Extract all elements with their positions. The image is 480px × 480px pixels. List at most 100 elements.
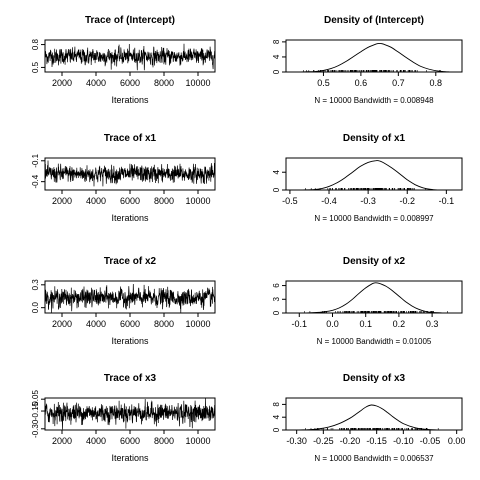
y-tick-label: 4 [272,54,281,59]
x-tick-label: 6000 [120,436,140,446]
y-tick-label: 8 [272,39,281,44]
trace-series-line [44,398,216,430]
trace-panel: Trace of (Intercept) 2000 4000 6000 8000 1000… [31,15,216,105]
x-tick-label: -0.20 [340,436,361,446]
y-tick-label: -0.30 [31,419,40,438]
density-caption: N = 10000 Bandwidth = 0.006537 [314,454,434,463]
x-tick-label: 0.6 [355,78,368,88]
x-tick-label: 10000 [185,78,210,88]
x-tick-label: 2000 [52,319,72,329]
x-tick-label: 0.8 [430,78,443,88]
density-panel: Density of x3 -0.30 -0.25 -0.20 -0.15 -0.10 -0… [272,373,465,463]
x-tick-label: 10000 [185,436,210,446]
x-tick-label: 6000 [120,196,140,206]
y-tick-label: 0 [272,427,281,432]
density-rug [303,70,441,72]
x-tick-label: 8000 [154,78,174,88]
x-tick-label: -0.10 [393,436,414,446]
y-tick-label: 8 [272,402,281,407]
x-tick-label: 8000 [154,319,174,329]
density-title: Density of (Intercept) [324,15,424,26]
density-plot-frame [285,157,463,191]
x-tick-label: 2000 [52,78,72,88]
trace-title: Trace of x2 [104,256,157,267]
density-curve [296,404,447,431]
density-curve [301,160,439,191]
x-tick-label: 0.00 [448,436,466,446]
density-rug [304,311,448,313]
y-tick-label: 0.8 [31,38,40,50]
x-tick-label: 0.3 [426,319,439,329]
y-tick-label: 4 [272,414,281,419]
x-tick-label: 6000 [120,319,140,329]
density-plot-frame [285,280,463,314]
x-tick-label: 8000 [154,196,174,206]
y-tick-label: 0.0 [31,302,40,314]
density-title: Density of x3 [343,373,406,384]
y-tick-label: 0 [272,69,281,74]
trace-title: Trace of (Intercept) [85,15,175,26]
x-tick-label: -0.2 [399,196,415,206]
density-panel: Density of x2 -0.1 0.0 0.1 0.2 0.3 0 3 6 N = 1000… [272,256,463,346]
x-axis-label: Iterations [111,95,149,105]
y-tick-label: -0.4 [31,174,40,188]
trace-series-line [44,160,216,187]
x-tick-label: 10000 [185,196,210,206]
x-tick-label: -0.1 [439,196,455,206]
trace-title: Trace of x1 [104,133,157,144]
trace-title: Trace of x3 [104,373,157,384]
density-curve [299,282,453,314]
x-tick-label: 2000 [52,196,72,206]
x-tick-label: 2000 [52,436,72,446]
y-tick-label: -0.15 [31,401,40,420]
x-axis-label: Iterations [111,213,149,223]
x-tick-label: -0.5 [282,196,298,206]
trace-series-line [44,283,216,313]
y-tick-label: 3 [272,297,281,302]
x-tick-label: -0.3 [360,196,376,206]
x-tick-label: 4000 [86,196,106,206]
x-tick-label: 10000 [185,319,210,329]
x-tick-label: -0.1 [292,319,308,329]
trace-panel: Trace of x2 2000 4000 6000 8000 10000 0.0 0.3 It… [31,256,216,346]
x-tick-label: 0.0 [326,319,339,329]
density-title: Density of x1 [343,133,406,144]
y-tick-label: 0.5 [31,61,40,73]
x-tick-label: -0.4 [321,196,337,206]
x-tick-label: -0.25 [313,436,334,446]
density-plot-frame [285,397,463,431]
y-tick-label: 6 [272,283,281,288]
density-caption: N = 10000 Bandwidth = 0.008997 [314,214,434,223]
x-axis-label: Iterations [111,453,149,463]
density-caption: N = 10000 Bandwidth = 0.01005 [317,337,432,346]
y-tick-label: 0 [272,187,281,192]
x-axis-label: Iterations [111,336,149,346]
density-rug [305,188,426,190]
x-tick-label: 6000 [120,78,140,88]
y-tick-label: -0.05 [31,390,40,409]
y-tick-label: 0.3 [31,279,40,291]
x-tick-label: 0.1 [359,319,372,329]
trace-panel: Trace of x1 2000 4000 6000 8000 10000 -0.4 -0.1… [31,133,216,223]
x-tick-label: 0.5 [317,78,330,88]
density-panel: Density of (Intercept) 0.5 0.6 0.7 0.8 0 4 8 N =… [272,15,463,105]
density-curve [293,42,451,73]
y-tick-label: 4 [272,169,281,174]
x-tick-label: 4000 [86,319,106,329]
x-tick-label: 0.7 [392,78,405,88]
y-tick-label: -0.1 [31,153,40,167]
x-tick-label: -0.30 [286,436,307,446]
x-tick-label: 4000 [86,436,106,446]
x-tick-label: 8000 [154,436,174,446]
x-tick-label: -0.15 [366,436,387,446]
density-panel: Density of x1 -0.5 -0.4 -0.3 -0.2 -0.1 0 4 N = 1… [272,133,463,223]
density-rug [305,428,439,430]
x-tick-label: -0.05 [420,436,441,446]
x-tick-label: 4000 [86,78,106,88]
density-caption: N = 10000 Bandwidth = 0.008948 [314,96,434,105]
trace-series-line [44,43,216,71]
x-tick-label: 0.2 [393,319,406,329]
y-tick-label: 0 [272,310,281,315]
